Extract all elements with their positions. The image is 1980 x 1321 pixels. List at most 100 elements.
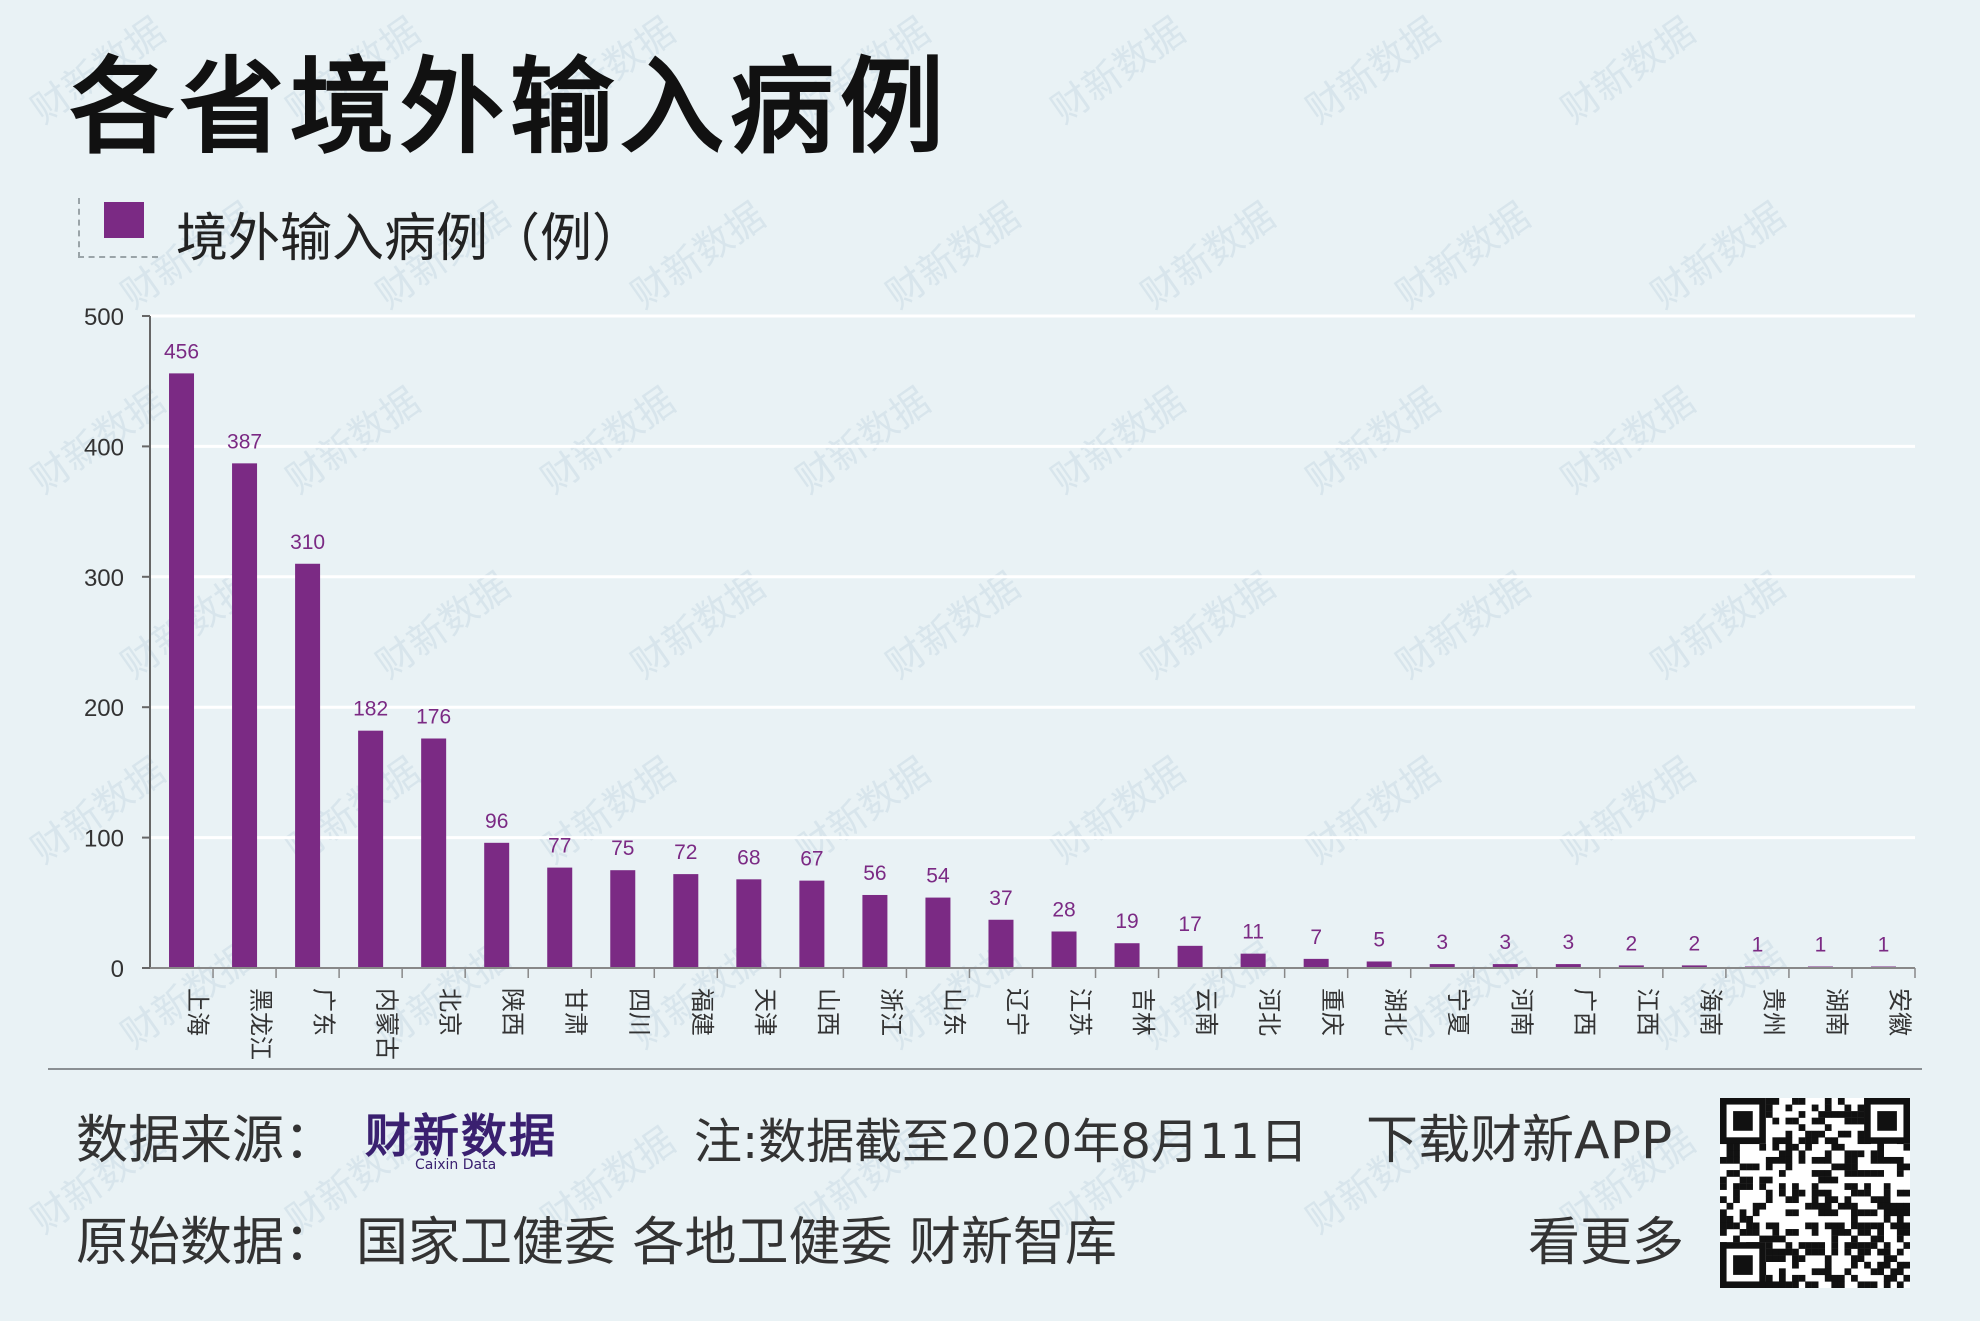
y-tick-label: 400 [84, 434, 124, 461]
data-label: 2 [1625, 932, 1637, 955]
legend-frame [78, 198, 158, 258]
bar-湖北 [1366, 961, 1392, 968]
x-tick-label: 上海 [184, 988, 212, 1036]
data-label: 77 [548, 835, 571, 858]
data-label: 28 [1052, 898, 1075, 921]
data-label: 7 [1310, 926, 1322, 949]
bar-黑龙江 [232, 463, 258, 968]
data-label: 1 [1752, 934, 1764, 957]
x-tick-label: 安徽 [1885, 988, 1913, 1036]
x-tick-label: 北京 [436, 988, 464, 1036]
caixin-data-logo: 财新数据 [365, 1109, 557, 1163]
x-tick-label: 江西 [1633, 988, 1661, 1036]
x-tick-label: 陕西 [499, 988, 527, 1036]
y-tick-label: 200 [84, 695, 124, 722]
data-label: 176 [416, 705, 451, 728]
x-tick-label: 广西 [1570, 988, 1598, 1036]
data-label: 5 [1373, 928, 1385, 951]
bar-浙江 [862, 894, 888, 968]
axis-layer: 0 100 200 300 400 500 上海 黑龙江 广东 内蒙古 北京 陕西 甘肃 四川 福建 天津 山西… [84, 304, 1916, 1060]
see-more-text[interactable]: 看更多 [1528, 1213, 1685, 1273]
bar-江西 [1618, 965, 1644, 968]
data-label: 17 [1178, 913, 1201, 936]
bar-海南 [1681, 965, 1707, 968]
bar-辽宁 [988, 919, 1014, 968]
data-label: 75 [611, 837, 634, 860]
x-tick-label: 河北 [1255, 988, 1283, 1036]
bar-layer [169, 373, 1896, 969]
y-tick-label: 0 [111, 956, 124, 983]
qr-code-icon[interactable] [1720, 1098, 1910, 1288]
data-label: 72 [674, 841, 697, 864]
data-label: 19 [1115, 910, 1138, 933]
original-data-label: 原始数据： [76, 1213, 337, 1273]
x-tick-label: 重庆 [1318, 988, 1346, 1036]
watermark-text: 财新数据 [1553, 8, 1703, 132]
x-tick-label: 河南 [1507, 988, 1535, 1036]
x-tick-label: 宁夏 [1444, 988, 1472, 1036]
x-tick-label: 湖南 [1822, 988, 1850, 1036]
bar-宁夏 [1429, 964, 1455, 968]
x-tick-label: 浙江 [877, 988, 905, 1036]
bar-广东 [295, 563, 321, 968]
x-tick-label: 辽宁 [1003, 988, 1031, 1036]
bar-山西 [799, 880, 825, 968]
y-tick-label: 100 [84, 826, 124, 853]
x-tick-label: 湖北 [1381, 988, 1409, 1036]
data-label: 2 [1689, 932, 1701, 955]
x-tick-label: 吉林 [1129, 988, 1157, 1036]
data-label: 456 [164, 340, 199, 363]
data-label: 310 [290, 531, 325, 554]
bar-内蒙古 [358, 730, 384, 968]
data-label: 182 [353, 698, 388, 721]
x-tick-label: 内蒙古 [373, 988, 401, 1060]
data-label: 387 [227, 430, 262, 453]
data-label: 67 [800, 848, 823, 871]
x-tick-label: 海南 [1696, 988, 1724, 1036]
x-tick-label: 甘肃 [562, 988, 590, 1036]
data-label: 96 [485, 810, 508, 833]
data-note: 注:数据截至2020年8月11日 [694, 1114, 1308, 1170]
bar-河南 [1492, 964, 1518, 968]
x-tick-label: 山东 [940, 988, 968, 1036]
source-label: 数据来源： [76, 1111, 337, 1171]
bar-四川 [610, 870, 636, 968]
watermark-text: 财新数据 [1298, 8, 1448, 132]
data-label: 37 [989, 887, 1012, 910]
x-tick-label: 云南 [1192, 988, 1220, 1036]
data-label: 1 [1878, 934, 1890, 957]
bar-甘肃 [547, 867, 573, 968]
bar-上海 [169, 373, 195, 969]
legend-swatch [104, 202, 144, 238]
y-tick-label: 500 [84, 304, 124, 331]
x-tick-label: 山西 [814, 988, 842, 1036]
bar-河北 [1240, 953, 1266, 968]
data-label: 3 [1562, 931, 1574, 954]
bar-广西 [1555, 964, 1581, 968]
data-label: 3 [1436, 931, 1448, 954]
original-data-sources: 国家卫健委 各地卫健委 财新智库 [356, 1213, 1118, 1273]
x-tick-label: 福建 [688, 988, 716, 1036]
caixin-data-logo-sub: Caixin Data [415, 1157, 497, 1173]
x-tick-label: 四川 [625, 988, 653, 1036]
bar-山东 [925, 897, 951, 968]
bar-吉林 [1114, 943, 1140, 968]
x-tick-label: 天津 [751, 988, 779, 1036]
watermark-text: 财新数据 [1043, 8, 1193, 132]
page-title: 各省境外输入病例 [70, 46, 951, 168]
x-tick-label: 广东 [310, 988, 338, 1036]
data-label: 56 [863, 862, 886, 885]
data-label: 3 [1499, 931, 1511, 954]
footer-divider [48, 1068, 1922, 1070]
data-label: 54 [926, 865, 950, 888]
data-label: 11 [1242, 921, 1264, 944]
download-app-text[interactable]: 下载财新APP [1366, 1111, 1673, 1171]
y-tick-label: 300 [84, 565, 124, 592]
legend-label: 境外输入病例（例） [176, 209, 645, 269]
x-tick-label: 江苏 [1066, 988, 1094, 1036]
bar-江苏 [1051, 931, 1077, 968]
grid-layer [150, 314, 1915, 840]
x-tick-label: 黑龙江 [247, 988, 275, 1060]
bar-北京 [421, 738, 447, 968]
